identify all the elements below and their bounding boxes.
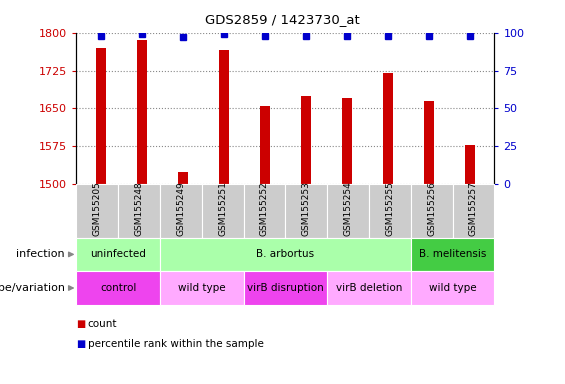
Text: virB deletion: virB deletion — [336, 283, 402, 293]
Text: GDS2859 / 1423730_at: GDS2859 / 1423730_at — [205, 13, 360, 26]
Text: percentile rank within the sample: percentile rank within the sample — [88, 339, 263, 349]
Text: B. melitensis: B. melitensis — [419, 249, 486, 260]
Text: GSM155251: GSM155251 — [218, 181, 227, 236]
Text: infection: infection — [16, 249, 65, 260]
Text: count: count — [88, 319, 117, 329]
Text: GSM155205: GSM155205 — [93, 181, 102, 236]
Bar — [95, 48, 106, 184]
Text: GSM155249: GSM155249 — [176, 181, 185, 236]
Bar — [424, 101, 434, 184]
Text: uninfected: uninfected — [90, 249, 146, 260]
Text: wild type: wild type — [429, 283, 476, 293]
Text: control: control — [100, 283, 136, 293]
Text: virB disruption: virB disruption — [247, 283, 324, 293]
Bar — [260, 106, 270, 184]
Bar — [342, 98, 352, 184]
Text: B. arbortus: B. arbortus — [257, 249, 314, 260]
Text: GSM155252: GSM155252 — [260, 181, 269, 236]
Text: GSM155253: GSM155253 — [302, 181, 311, 236]
Bar — [219, 50, 229, 184]
Text: GSM155255: GSM155255 — [385, 181, 394, 236]
Bar — [301, 96, 311, 184]
Text: GSM155254: GSM155254 — [344, 181, 353, 236]
Bar — [178, 172, 188, 184]
Text: genotype/variation: genotype/variation — [0, 283, 65, 293]
Text: GSM155248: GSM155248 — [134, 181, 144, 236]
Text: wild type: wild type — [178, 283, 225, 293]
Bar — [464, 145, 475, 184]
Bar — [383, 73, 393, 184]
Text: ■: ■ — [76, 319, 85, 329]
Text: GSM155256: GSM155256 — [427, 181, 436, 236]
Bar — [137, 40, 147, 184]
Text: GSM155257: GSM155257 — [469, 181, 478, 236]
Text: ■: ■ — [76, 339, 85, 349]
